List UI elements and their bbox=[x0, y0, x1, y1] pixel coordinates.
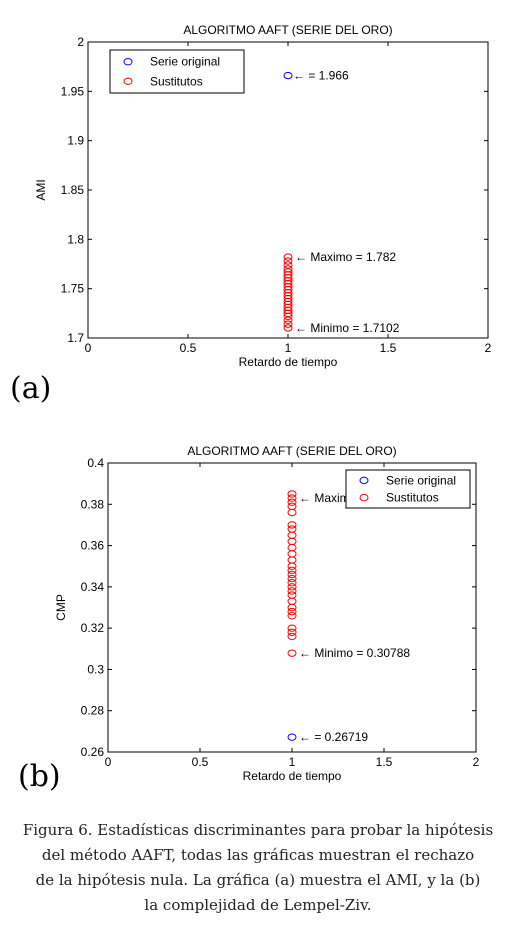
surrogate-point bbox=[283, 324, 293, 332]
y-tick-label: 0.26 bbox=[81, 745, 105, 759]
x-tick-label: 0.5 bbox=[192, 755, 209, 769]
caption-line: Figura 6. Estadísticas discriminantes pa… bbox=[22, 821, 494, 839]
surrogate-point bbox=[287, 612, 297, 620]
x-tick-label: 1 bbox=[289, 755, 296, 769]
y-axis-label: AMI bbox=[34, 179, 48, 200]
data-annotation: ← Maxim bbox=[299, 491, 350, 505]
legend-marker bbox=[359, 476, 369, 485]
caption-line: del método AAFT, todas las gráficas mues… bbox=[41, 846, 475, 864]
data-annotation: ← = 1.966 bbox=[293, 69, 349, 83]
surrogate-point bbox=[287, 632, 297, 641]
y-tick-label: 0.36 bbox=[81, 539, 105, 553]
chart-title: ALGORITMO AAFT (SERIE DEL ORO) bbox=[187, 444, 396, 458]
surrogate-point bbox=[287, 587, 297, 595]
y-tick-label: 1.75 bbox=[61, 282, 85, 296]
legend-label: Serie original bbox=[150, 55, 220, 69]
y-tick-label: 0.38 bbox=[81, 497, 105, 511]
y-tick-label: 1.8 bbox=[67, 232, 84, 246]
y-tick-label: 0.3 bbox=[87, 662, 104, 676]
chart-title: ALGORITMO AAFT (SERIE DEL ORO) bbox=[183, 23, 392, 37]
surrogate-point bbox=[287, 570, 297, 579]
surrogate-point bbox=[287, 624, 297, 632]
chart-panel-b: 0 0.5 1 1.5 2 0.26 0.28 0.3 0.32 0.34 0.36 0.38 0.4 A… bbox=[18, 444, 480, 794]
y-tick-label: 1.95 bbox=[61, 84, 85, 98]
y-tick-label: 1.9 bbox=[67, 134, 84, 148]
legend-marker bbox=[359, 493, 369, 502]
y-tick-label: 0.4 bbox=[87, 456, 104, 470]
surrogate-point bbox=[283, 253, 293, 261]
surrogate-point bbox=[287, 502, 297, 511]
panel-label: (a) bbox=[10, 371, 51, 406]
y-tick-label: 0.28 bbox=[81, 704, 105, 718]
plot-area bbox=[107, 462, 477, 753]
original-series-point bbox=[287, 733, 297, 741]
legend-box bbox=[109, 49, 245, 94]
surrogate-point bbox=[287, 494, 297, 502]
legend-label: Sustitutos bbox=[150, 74, 203, 88]
data-annotation: ← Minimo = 1.7102 bbox=[295, 321, 400, 335]
x-tick-label: 1.5 bbox=[376, 755, 393, 769]
surrogate-point bbox=[287, 649, 297, 657]
surrogate-point bbox=[287, 607, 297, 616]
chart-panel-a: 0 0.5 1 1.5 2 1.7 1.75 1.8 1.85 1.9 1.95 2 ALGORITMO… bbox=[10, 23, 492, 406]
surrogate-point bbox=[283, 261, 293, 269]
y-tick-label: 0.34 bbox=[81, 580, 105, 594]
x-tick-label: 1 bbox=[285, 341, 292, 355]
data-annotation: ← Maximo = 1.782 bbox=[295, 250, 396, 264]
x-tick-label: 0 bbox=[105, 755, 112, 769]
y-tick-label: 1.7 bbox=[67, 331, 84, 345]
y-axis-label: CMP bbox=[54, 594, 68, 621]
legend-label: Serie original bbox=[386, 473, 456, 487]
legend-label: Sustitutos bbox=[386, 491, 439, 505]
legend-box bbox=[345, 469, 471, 509]
data-annotation: ← = 0.26719 bbox=[299, 730, 368, 744]
y-tick-label: 0.32 bbox=[81, 621, 105, 635]
surrogate-point bbox=[287, 579, 297, 587]
caption-line: de la hipótesis nula. La gráfica (a) mue… bbox=[35, 871, 481, 889]
surrogate-point bbox=[287, 498, 297, 506]
x-axis-label: Retardo de tiempo bbox=[243, 769, 342, 783]
surrogate-point bbox=[283, 257, 293, 265]
x-tick-label: 0.5 bbox=[180, 341, 197, 355]
surrogate-point bbox=[287, 566, 297, 575]
surrogate-point bbox=[283, 320, 293, 328]
surrogate-point bbox=[287, 574, 297, 583]
legend-marker bbox=[123, 77, 133, 85]
surrogate-point bbox=[287, 628, 297, 636]
data-annotation: ← Minimo = 0.30788 bbox=[299, 646, 410, 660]
x-tick-label: 0 bbox=[85, 341, 92, 355]
surrogate-point bbox=[283, 316, 293, 324]
x-tick-label: 2 bbox=[485, 341, 492, 355]
y-tick-label: 2 bbox=[77, 35, 84, 49]
panel-label: (b) bbox=[18, 759, 61, 794]
surrogate-point bbox=[283, 268, 293, 276]
surrogate-point bbox=[287, 490, 297, 498]
x-axis-label: Retardo de tiempo bbox=[239, 355, 338, 369]
surrogate-point bbox=[287, 591, 297, 599]
original-series-point bbox=[283, 71, 293, 80]
surrogate-point bbox=[287, 521, 297, 529]
surrogate-point bbox=[287, 525, 297, 533]
legend-marker bbox=[123, 58, 133, 66]
surrogate-point bbox=[283, 265, 293, 273]
caption-line: la complejidad de Lempel-Ziv. bbox=[144, 896, 372, 914]
surrogate-point bbox=[287, 583, 297, 591]
figure-caption: Figura 6. Estadísticas discriminantes pa… bbox=[0, 818, 516, 918]
x-tick-label: 2 bbox=[473, 755, 480, 769]
y-tick-label: 1.85 bbox=[61, 183, 85, 197]
x-tick-label: 1.5 bbox=[380, 341, 397, 355]
